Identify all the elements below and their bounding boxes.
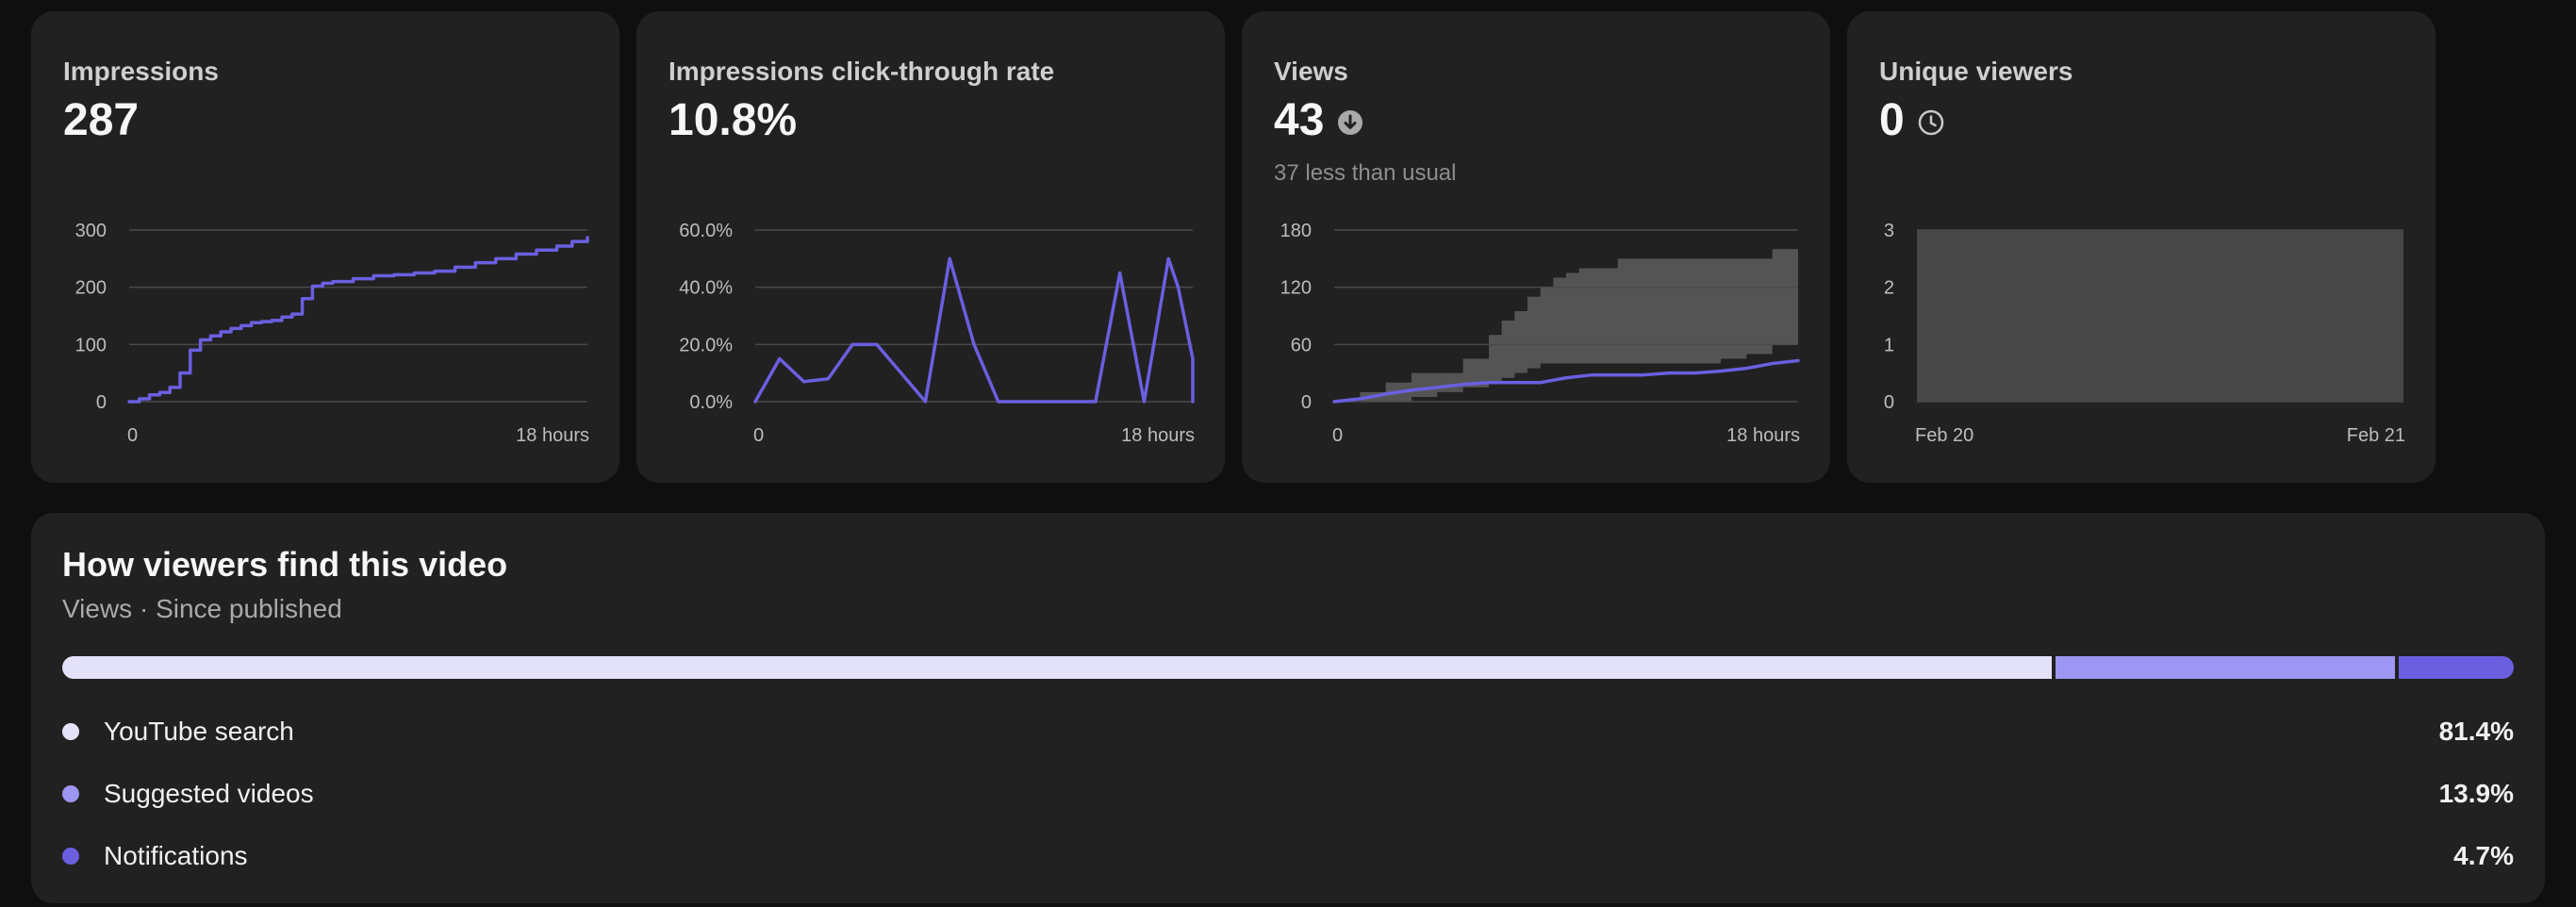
x-tick-label: Feb 21 — [2347, 425, 2405, 446]
y-tick-label: 0.0% — [689, 392, 733, 413]
arrow-down-circle-icon — [1338, 109, 1363, 135]
traffic-title: How viewers find this video — [62, 545, 508, 584]
stack-segment — [2399, 656, 2514, 679]
x-tick-label: 18 hours — [1726, 425, 1800, 446]
y-tick-label: 100 — [75, 335, 107, 355]
y-tick-label: 40.0% — [679, 278, 733, 299]
card-title: Views — [1274, 57, 1348, 86]
y-tick-label: 120 — [1280, 278, 1312, 299]
traffic-sources-card[interactable]: How viewers find this video Views · Sinc… — [31, 513, 2545, 903]
y-tick-label: 20.0% — [679, 335, 733, 355]
y-tick-label: 1 — [1884, 335, 1894, 355]
traffic-row-suggested-videos[interactable]: Suggested videos 13.9% — [62, 773, 2514, 815]
legend-percent: 13.9% — [2438, 779, 2514, 808]
legend-label: YouTube search — [104, 717, 294, 746]
series-line — [753, 256, 1195, 404]
card-title: Unique viewers — [1879, 57, 2073, 86]
card-value: 10.8% — [669, 95, 798, 145]
traffic-row-youtube-search[interactable]: YouTube search 81.4% — [62, 711, 2514, 752]
x-tick-label: 18 hours — [1121, 425, 1195, 446]
card-value: 43 — [1274, 95, 1325, 145]
card-note: 37 less than usual — [1274, 160, 1457, 186]
stack-segment — [62, 656, 2052, 679]
x-tick-label: 0 — [127, 425, 138, 446]
card-value-row: 0 — [1879, 94, 1944, 146]
impressions-chart: 0 100 200 300 0 18 hours — [75, 221, 589, 446]
unique-viewers-card[interactable]: Unique viewers 0 0 1 2 3 Feb 20 Feb 21 — [1847, 11, 2436, 483]
y-tick-label: 60 — [1291, 335, 1312, 355]
legend-dot — [62, 723, 79, 740]
legend-label: Suggested videos — [104, 779, 314, 808]
legend-dot — [62, 785, 79, 802]
stack-segment — [2055, 656, 2396, 679]
ctr-card[interactable]: Impressions click-through rate 10.8% 0.0… — [636, 11, 1225, 483]
y-tick-label: 60.0% — [679, 221, 733, 241]
y-tick-label: 3 — [1884, 221, 1894, 241]
traffic-stacked-bar — [62, 656, 2514, 679]
series-line — [127, 236, 589, 404]
views-chart: 0 60 120 180 0 18 hours — [1280, 221, 1800, 446]
stack-gap — [2395, 656, 2400, 679]
y-tick-label: 300 — [75, 221, 107, 241]
legend-percent: 81.4% — [2438, 717, 2514, 746]
card-value: 287 — [63, 95, 140, 145]
card-value-row: 10.8% — [669, 94, 797, 146]
y-tick-label: 180 — [1280, 221, 1312, 241]
y-tick-label: 2 — [1884, 278, 1894, 299]
y-tick-label: 0 — [1884, 392, 1894, 413]
typical-range-band — [1917, 230, 2403, 402]
traffic-subtitle: Views · Since published — [62, 594, 342, 623]
x-tick-label: 0 — [1332, 425, 1343, 446]
card-title: Impressions click-through rate — [669, 57, 1055, 86]
impressions-card[interactable]: Impressions 287 0 100 200 300 0 18 hours — [31, 11, 619, 483]
legend-dot — [62, 848, 79, 865]
ctr-chart: 0.0% 20.0% 40.0% 60.0% 0 18 hours — [679, 221, 1195, 446]
legend-percent: 4.7% — [2453, 841, 2514, 870]
x-tick-label: 18 hours — [516, 425, 589, 446]
clock-icon — [1918, 109, 1943, 135]
card-title: Impressions — [63, 57, 219, 86]
y-tick-label: 0 — [96, 392, 107, 413]
series-line — [1332, 358, 1800, 404]
card-value-row: 43 — [1274, 94, 1363, 146]
card-value-row: 287 — [63, 94, 139, 146]
card-value: 0 — [1879, 95, 1905, 145]
stack-gap — [2051, 656, 2056, 679]
unique-viewers-chart: 0 1 2 3 Feb 20 Feb 21 — [1884, 221, 2405, 446]
x-tick-label: 0 — [753, 425, 764, 446]
views-card[interactable]: Views 43 37 less than usual 0 60 120 180 0 18… — [1242, 11, 1830, 483]
y-tick-label: 200 — [75, 278, 107, 299]
legend-label: Notifications — [104, 841, 248, 870]
y-tick-label: 0 — [1301, 392, 1312, 413]
traffic-row-notifications[interactable]: Notifications 4.7% — [62, 835, 2514, 877]
x-tick-label: Feb 20 — [1915, 425, 1973, 446]
